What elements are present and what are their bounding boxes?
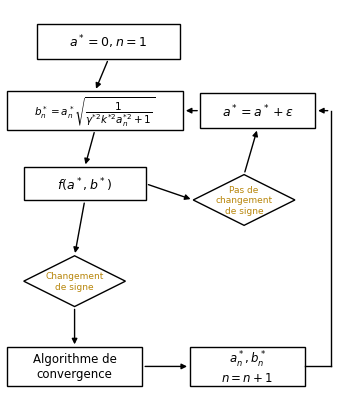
Text: $b_n^* = a_n^*\sqrt{\dfrac{1}{\gamma^{*2}k^{*2}a_n^{*2}+1}}$: $b_n^* = a_n^*\sqrt{\dfrac{1}{\gamma^{*2…	[34, 94, 156, 128]
Bar	[7, 347, 142, 386]
Polygon shape	[193, 175, 295, 226]
Text: Pas de
changement
de signe: Pas de changement de signe	[216, 185, 273, 215]
Polygon shape	[24, 256, 125, 307]
Text: $f(a^*, b^*)$: $f(a^*, b^*)$	[57, 175, 112, 193]
Bar	[200, 94, 315, 128]
Text: Algorithme de
convergence: Algorithme de convergence	[33, 353, 117, 380]
Text: $a^* = a^* + \epsilon$: $a^* = a^* + \epsilon$	[222, 103, 294, 119]
Bar	[24, 168, 146, 201]
Text: Changement
de signe: Changement de signe	[45, 272, 104, 291]
Bar	[190, 347, 305, 386]
Bar	[37, 25, 180, 60]
Text: $a_n^*, b_n^*$
$n = n+1$: $a_n^*, b_n^*$ $n = n+1$	[221, 349, 274, 384]
Bar	[7, 92, 183, 130]
Text: $a^* = 0, n = 1$: $a^* = 0, n = 1$	[69, 34, 147, 51]
